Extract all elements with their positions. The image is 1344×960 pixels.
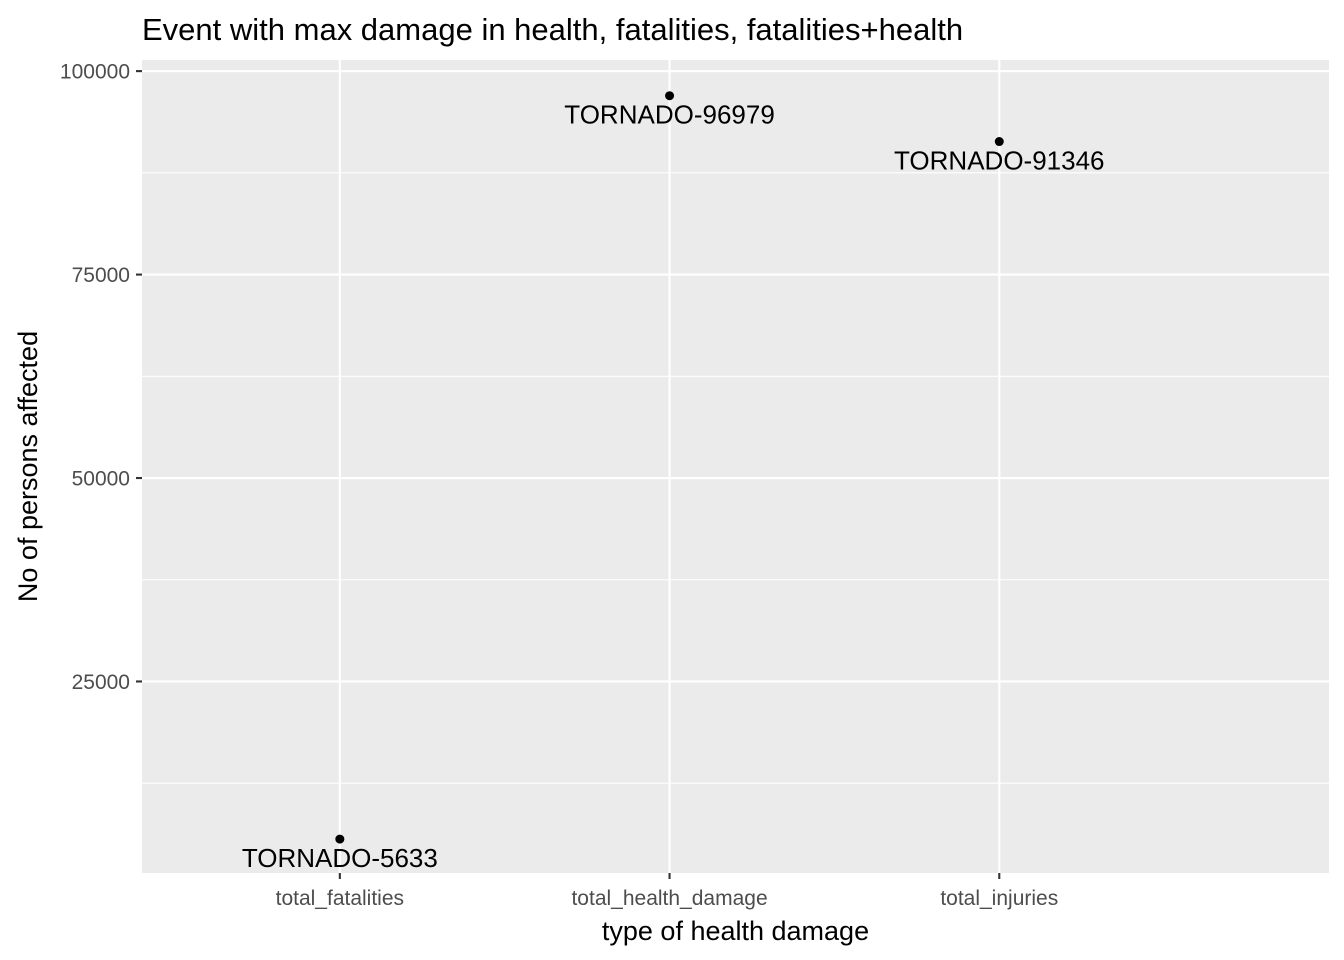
data-point [335,834,345,844]
point-labels: TORNADO-5633 TORNADO-96979 TORNADO-91346 [242,100,1105,873]
y-tick-label: 50000 [72,468,130,491]
x-axis-title: type of health damage [602,916,869,946]
y-tick-labels: 25000 50000 75000 100000 [60,61,130,694]
x-tick-label: total_health_damage [571,887,767,910]
y-tick-label: 75000 [72,264,130,287]
data-point [665,91,675,101]
point-label: TORNADO-91346 [894,146,1105,176]
data-points [335,91,1004,844]
chart-title: Event with max damage in health, fatalit… [142,12,963,47]
plot-panel [142,60,1329,873]
y-axis-title: No of persons affected [13,331,43,602]
y-tick-label: 100000 [60,61,130,84]
x-tick-label: total_injuries [940,887,1058,910]
major-gridlines [142,60,1329,873]
data-point [994,137,1004,147]
axis-ticks [136,70,1001,879]
point-label: TORNADO-96979 [564,100,775,130]
y-tick-label: 25000 [72,671,130,694]
x-tick-labels: total_fatalities total_health_damage total… [276,887,1059,910]
point-label: TORNADO-5633 [242,843,438,873]
x-tick-label: total_fatalities [276,887,404,910]
